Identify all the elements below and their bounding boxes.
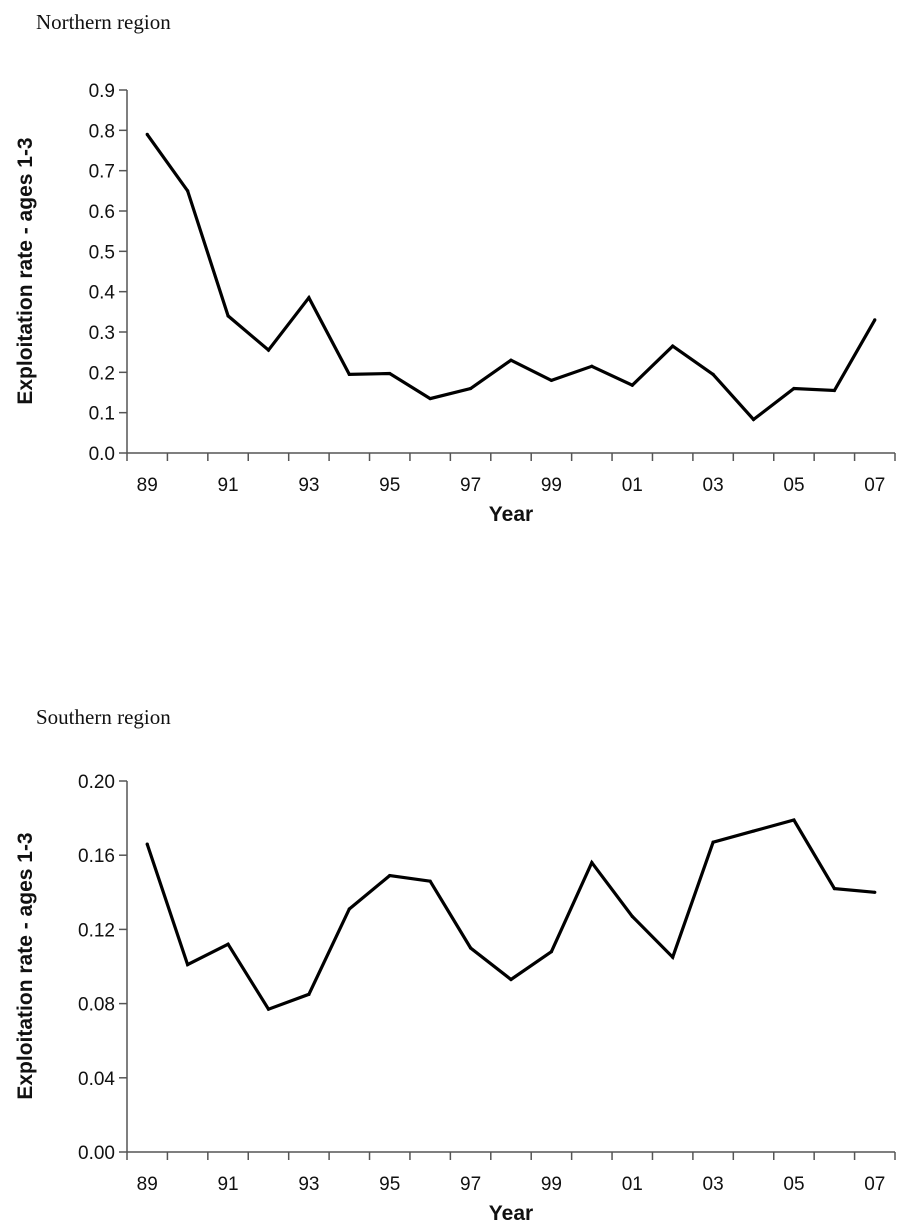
north-y-tick-label: 0.4 — [89, 283, 116, 304]
north-data-point — [873, 318, 877, 322]
north-x-tick-label: 97 — [460, 475, 481, 496]
south-data-point — [711, 840, 715, 844]
north-data-point — [630, 383, 634, 387]
north-data-point — [509, 358, 513, 362]
north-data-point — [671, 344, 675, 348]
north-x-tick-label: 89 — [137, 475, 158, 496]
north-data-point — [468, 386, 473, 391]
north-y-tick-label: 0.8 — [89, 121, 115, 142]
south-y-tick-label: 0.12 — [78, 920, 115, 941]
south-data-point — [468, 946, 473, 950]
south-x-tick-label: 95 — [379, 1174, 400, 1195]
south-y-tick-label: 0.20 — [78, 772, 115, 793]
south-data-point — [671, 955, 675, 959]
north-x-tick-label: 05 — [783, 475, 804, 496]
south-data-point — [832, 886, 836, 891]
south-data-point — [307, 992, 311, 996]
north-y-tick-label: 0.9 — [89, 81, 115, 102]
north-x-tick-label: 93 — [298, 475, 319, 496]
south-chart-title: Southern region — [36, 705, 171, 729]
south-data-point — [792, 818, 796, 822]
south-data-point — [226, 942, 230, 946]
north-data-point — [388, 371, 392, 376]
north-x-axis-label: Year — [489, 503, 533, 526]
north-data-point — [145, 132, 149, 136]
south-data-point — [751, 829, 756, 833]
south-x-tick-label: 91 — [217, 1174, 238, 1195]
south-data-point — [549, 950, 554, 954]
south-x-tick-label: 93 — [298, 1174, 319, 1195]
north-series-line — [145, 133, 877, 422]
north-y-tick-label: 0.1 — [89, 404, 115, 425]
north-y-tick-label: 0.6 — [89, 202, 115, 223]
north-data-point — [266, 348, 271, 352]
north-chart-title: Northern region — [36, 10, 171, 34]
south-y-tick-label: 0.16 — [78, 846, 115, 867]
north-y-tick-label: 0.0 — [89, 444, 115, 465]
north-y-axis-label: Exploitation rate - ages 1-3 — [14, 137, 37, 404]
north-y-tick-label: 0.2 — [89, 363, 115, 384]
south-y-tick-label: 0.04 — [78, 1069, 115, 1090]
south-data-point — [509, 977, 513, 982]
south-x-tick-label: 01 — [622, 1174, 643, 1195]
south-data-point — [347, 907, 351, 911]
north-data-point — [428, 396, 432, 401]
north-data-point — [751, 417, 756, 422]
south-x-tick-label: 03 — [703, 1174, 724, 1195]
north-x-tick-label: 03 — [703, 475, 724, 496]
north-x-tick-label: 99 — [541, 475, 562, 496]
south-x-tick-label: 05 — [783, 1174, 804, 1195]
north-data-point — [549, 378, 554, 382]
north-x-tick-label: 01 — [622, 475, 643, 496]
north-data-point — [186, 189, 190, 193]
south-x-tick-label: 07 — [864, 1174, 885, 1195]
north-x-tick-label: 07 — [864, 475, 885, 496]
south-data-point — [428, 879, 432, 883]
north-x-tick-label: 91 — [217, 475, 238, 496]
south-data-point — [388, 874, 392, 878]
north-y-tick-label: 0.3 — [89, 323, 115, 344]
south-x-axis-label: Year — [489, 1202, 533, 1224]
south-data-point — [590, 861, 594, 865]
south-y-axis-label: Exploitation rate - ages 1-3 — [14, 832, 37, 1099]
north-data-point — [226, 314, 230, 318]
south-data-point — [266, 1007, 271, 1011]
north-data-point — [347, 372, 351, 376]
north-y-tick-label: 0.7 — [89, 162, 115, 183]
south-data-point — [630, 914, 634, 919]
north-data-point — [307, 296, 311, 300]
south-x-tick-label: 89 — [137, 1174, 158, 1195]
south-data-point — [873, 890, 877, 894]
north-data-point — [832, 388, 836, 393]
south-y-tick-label: 0.00 — [78, 1143, 115, 1164]
south-x-tick-label: 97 — [460, 1174, 481, 1195]
north-data-point — [590, 364, 594, 368]
north-x-tick-label: 95 — [379, 475, 400, 496]
south-y-tick-label: 0.08 — [78, 995, 115, 1016]
south-data-point — [186, 963, 190, 967]
north-data-point — [711, 372, 715, 376]
south-data-point — [145, 842, 149, 846]
north-y-tick-label: 0.5 — [89, 242, 115, 263]
south-x-tick-label: 99 — [541, 1174, 562, 1195]
north-data-point — [792, 386, 796, 391]
